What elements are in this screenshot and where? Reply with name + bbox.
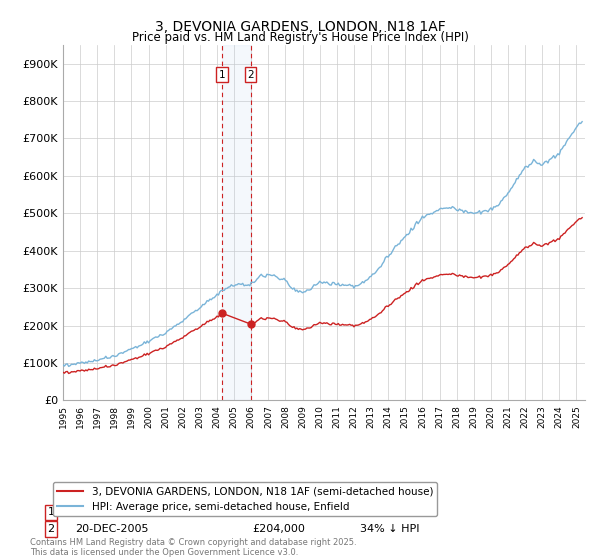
Text: 2: 2 (247, 70, 254, 80)
Text: 1: 1 (218, 70, 226, 80)
Legend: 3, DEVONIA GARDENS, LONDON, N18 1AF (semi-detached house), HPI: Average price, s: 3, DEVONIA GARDENS, LONDON, N18 1AF (sem… (53, 482, 437, 516)
Text: 21% ↓ HPI: 21% ↓ HPI (360, 507, 419, 517)
Text: 2: 2 (47, 524, 55, 534)
Text: 1: 1 (47, 507, 55, 517)
Text: Price paid vs. HM Land Registry's House Price Index (HPI): Price paid vs. HM Land Registry's House … (131, 31, 469, 44)
Text: Contains HM Land Registry data © Crown copyright and database right 2025.
This d: Contains HM Land Registry data © Crown c… (30, 538, 356, 557)
Text: 3, DEVONIA GARDENS, LONDON, N18 1AF: 3, DEVONIA GARDENS, LONDON, N18 1AF (155, 20, 445, 34)
Text: 34% ↓ HPI: 34% ↓ HPI (360, 524, 419, 534)
Text: 20-DEC-2005: 20-DEC-2005 (75, 524, 149, 534)
Text: £204,000: £204,000 (252, 524, 305, 534)
Bar (222, 45, 251, 400)
Text: £233,000: £233,000 (252, 507, 305, 517)
Text: 22-APR-2004: 22-APR-2004 (75, 507, 147, 517)
